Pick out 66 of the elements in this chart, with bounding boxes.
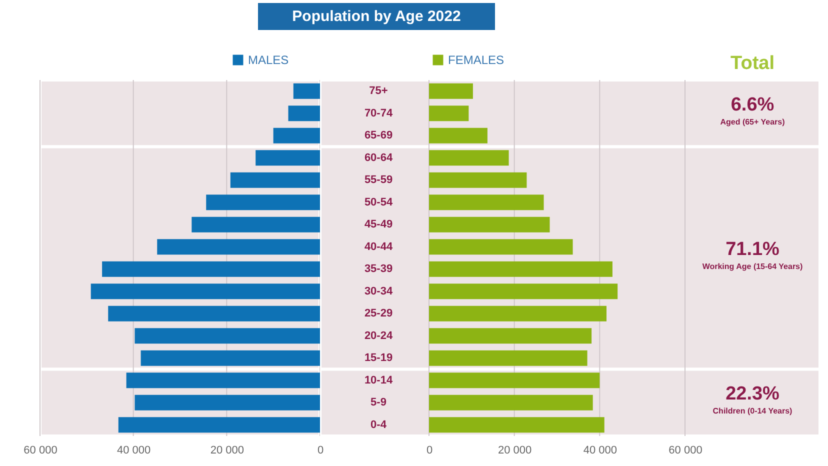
bar — [429, 83, 473, 99]
x-tick-label: 0 — [317, 444, 324, 456]
y-tick-label: 65-69 — [364, 130, 393, 142]
x-tick-label: 40 000 — [583, 444, 617, 456]
bar — [429, 239, 573, 255]
bar — [429, 372, 600, 388]
bar — [429, 150, 509, 166]
bar — [288, 106, 320, 122]
bar — [429, 328, 592, 344]
bar — [293, 83, 320, 99]
x-tick-label: 40 000 — [117, 444, 151, 456]
bar — [429, 394, 593, 410]
x-tick-label: 20 000 — [210, 444, 244, 456]
text: Aged (65+ Years) — [720, 117, 786, 126]
bar — [429, 172, 527, 188]
bar — [429, 261, 612, 277]
band-label: 71.1% — [726, 239, 780, 260]
legend-label: FEMALES — [448, 53, 504, 67]
bar — [429, 306, 606, 322]
band-label: 22.3% — [726, 384, 780, 405]
y-tick-label: 10-14 — [364, 374, 394, 386]
bar — [102, 261, 320, 277]
bar — [126, 372, 320, 388]
bar — [118, 417, 320, 433]
x-tick-label: 20 000 — [498, 444, 532, 456]
bar — [192, 216, 320, 232]
bar — [134, 394, 320, 410]
bar — [140, 350, 320, 366]
bar — [230, 172, 320, 188]
y-tick-label: 20-24 — [364, 330, 394, 342]
y-tick-label: 5-9 — [370, 396, 386, 409]
bar — [429, 128, 488, 144]
x-tick-label: 60 000 — [668, 444, 702, 456]
bar — [157, 239, 320, 255]
bar — [429, 194, 544, 210]
text: Total — [730, 53, 774, 74]
text: Working Age (15-64 Years) — [702, 262, 803, 271]
bar — [90, 284, 320, 300]
y-tick-label: 70-74 — [364, 107, 394, 120]
y-tick-label: 55-59 — [364, 174, 393, 186]
bar — [273, 128, 320, 144]
y-tick-label: 45-49 — [364, 218, 393, 231]
x-tick-label: 60 000 — [24, 444, 58, 456]
bar — [206, 194, 320, 210]
bar — [429, 216, 550, 232]
y-tick-label: 0-4 — [370, 418, 388, 431]
bar — [134, 328, 320, 344]
bar — [429, 417, 604, 433]
y-tick-label: 15-19 — [364, 352, 393, 364]
text: Population by Age 2022 — [258, 3, 495, 30]
bar — [429, 284, 618, 300]
y-tick-label: 40-44 — [364, 240, 394, 253]
y-tick-label: 50-54 — [364, 196, 394, 208]
y-tick-label: 35-39 — [364, 263, 393, 276]
x-tick-label: 0 — [426, 444, 433, 456]
legend-label: MALES — [248, 53, 289, 67]
text: Children (0-14 Years) — [712, 406, 793, 416]
bar — [108, 306, 320, 322]
y-tick-label: 30-34 — [364, 285, 394, 298]
bar — [429, 350, 588, 366]
bar — [256, 150, 320, 166]
y-tick-label: 60-64 — [364, 152, 394, 164]
bar — [429, 106, 469, 122]
band-label: 6.6% — [730, 94, 774, 116]
y-tick-label: 75+ — [369, 85, 388, 98]
y-tick-label: 25-29 — [364, 308, 393, 320]
